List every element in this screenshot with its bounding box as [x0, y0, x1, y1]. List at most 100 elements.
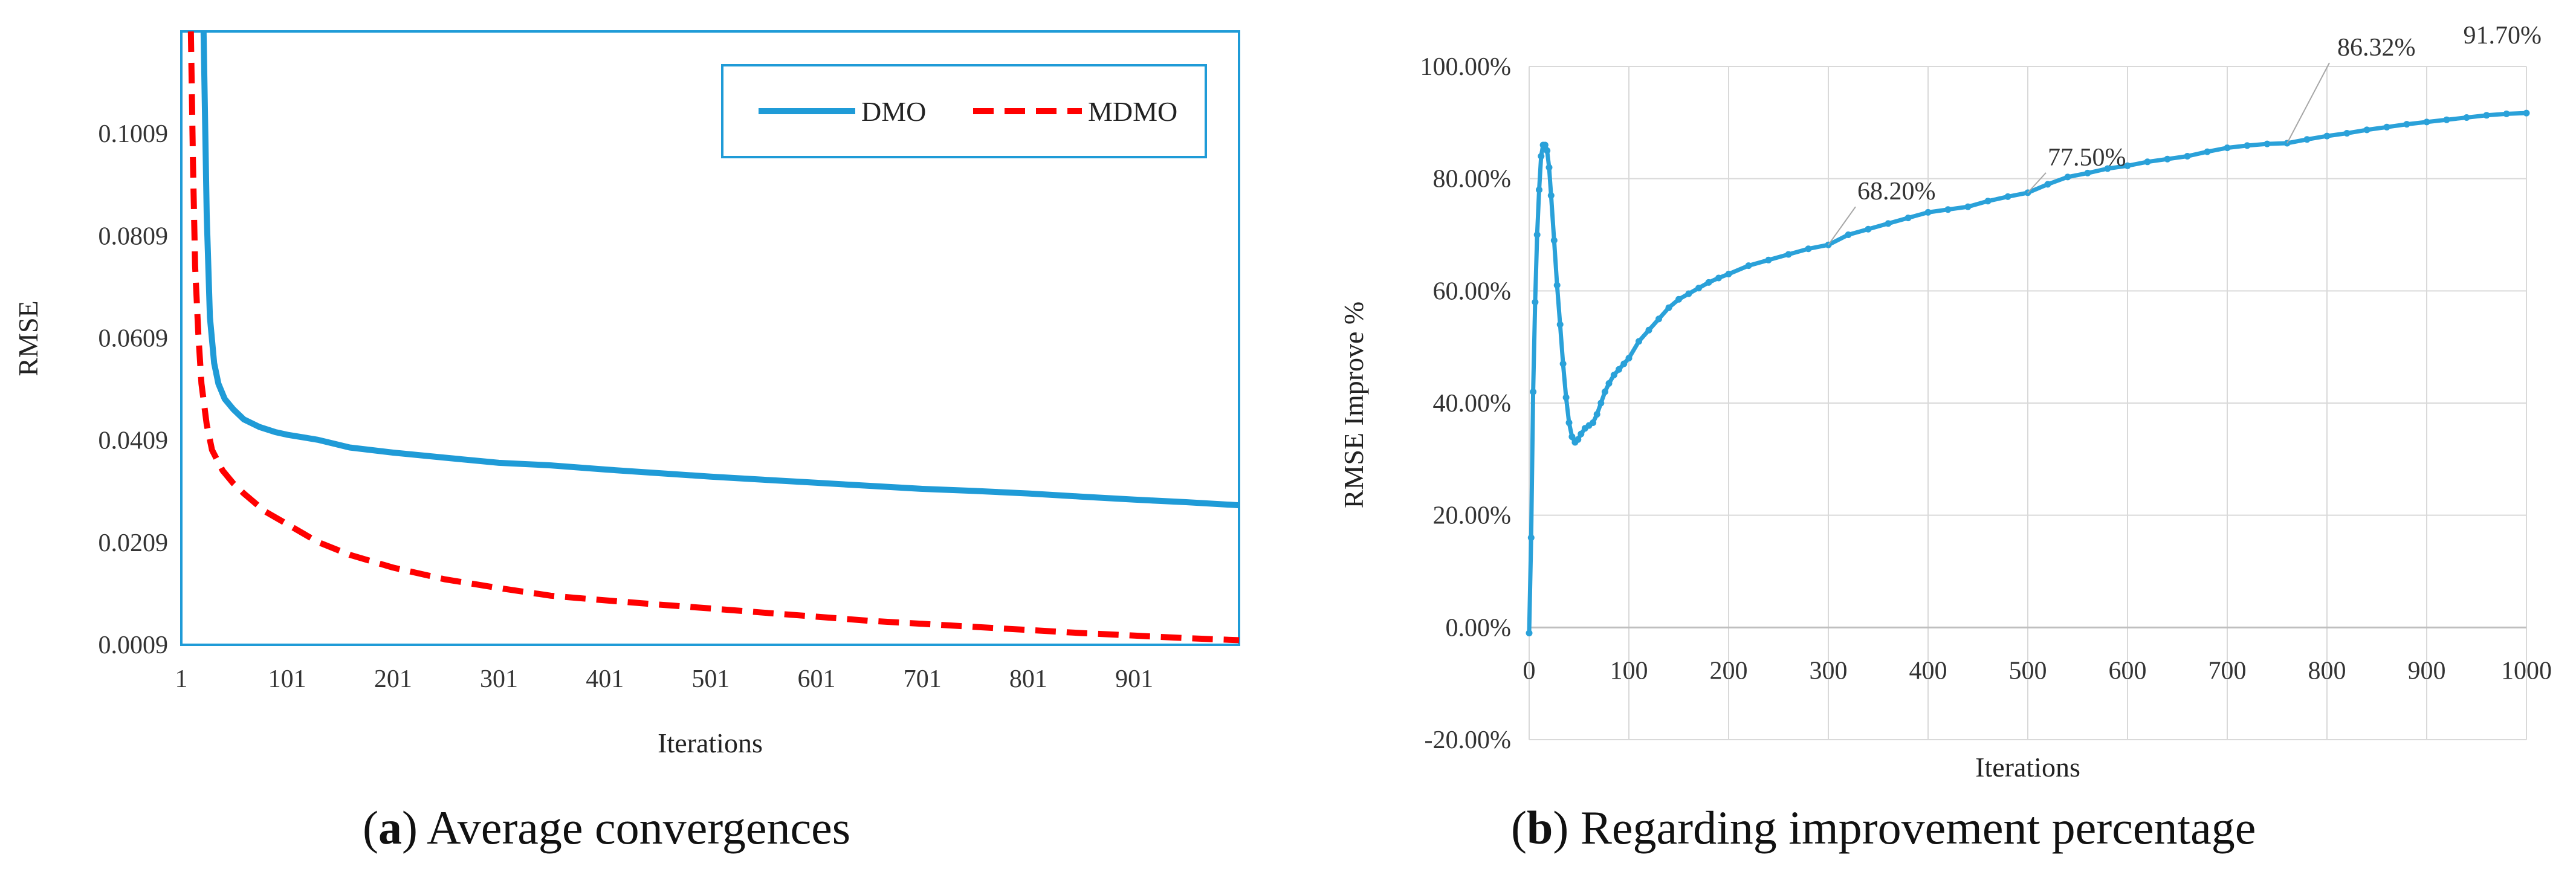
- chart-b-point-56: [2004, 193, 2011, 200]
- chart-b-point-1: [1527, 534, 1535, 541]
- chart-b-point-65: [2184, 153, 2191, 160]
- chart-a-y-tick-4: 0.0809: [99, 222, 169, 250]
- chart-b-point-14: [1556, 321, 1564, 328]
- chart-b-point-11: [1547, 192, 1555, 199]
- chart-b-point-49: [1865, 225, 1872, 233]
- chart-b-y-tick-2: 20.00%: [1433, 502, 1512, 530]
- chart-b-point-45: [1785, 251, 1792, 258]
- chart-b-y-ticks: -20.00% 0.00% 20.00% 40.00% 60.00% 80.00% 100.…: [1420, 53, 1512, 754]
- chart-b-point-25: [1593, 411, 1600, 418]
- chart-b-point-2: [1530, 388, 1537, 395]
- chart-a-x-tick-2: 201: [374, 665, 412, 693]
- chart-b-point-81: [2503, 110, 2510, 117]
- chart-b-point-59: [2064, 173, 2071, 181]
- legend-dmo-label: DMO: [861, 96, 926, 127]
- caption-a-text: Average convergences: [417, 801, 851, 854]
- chart-a-x-tick-0: 1: [175, 665, 188, 693]
- chart-b-x-tick-7: 700: [2209, 657, 2247, 685]
- chart-a-y-ticks: 0.0009 0.0209 0.0409 0.0609 0.0809 0.1009: [99, 120, 169, 659]
- chart-b-point-35: [1655, 315, 1662, 323]
- chart-b-x-axis-label: Iterations: [1975, 752, 2080, 783]
- chart-b-point-16: [1562, 394, 1570, 401]
- chart-b-x-tick-8: 800: [2308, 657, 2346, 685]
- chart-a-series-mdmo-line: [187, 31, 1240, 644]
- caption-b: (b) Regarding improvement percentage: [1511, 801, 2256, 854]
- chart-b-point-20: [1574, 436, 1582, 443]
- chart-b-series: [1526, 109, 2530, 637]
- chart-a-legend: DMO MDMO: [721, 64, 1207, 158]
- chart-b-point-64: [2164, 155, 2171, 163]
- chart-b-point-46: [1805, 245, 1812, 253]
- chart-b-point-0: [1526, 630, 1533, 637]
- chart-a-x-tick-1: 101: [268, 665, 306, 693]
- chart-b-point-72: [2323, 132, 2331, 140]
- chart-a-x-tick-5: 501: [691, 665, 730, 693]
- chart-b-point-43: [1745, 262, 1752, 270]
- chart-b-point-15: [1559, 360, 1567, 367]
- chart-b-point-40: [1705, 279, 1712, 286]
- chart-b-point-50: [1885, 220, 1892, 227]
- chart-b-point-31: [1620, 360, 1628, 367]
- chart-b-x-tick-0: 0: [1523, 657, 1536, 685]
- chart-b-point-37: [1675, 296, 1682, 303]
- chart-b-x-tick-10: 1000: [2501, 657, 2552, 685]
- chart-b-point-8: [1541, 141, 1549, 149]
- chart-b-point-12: [1550, 237, 1558, 244]
- chart-b-point-29: [1610, 372, 1617, 379]
- chart-a-x-tick-8: 801: [1009, 665, 1047, 693]
- annotation-label-3: 91.70%: [2464, 22, 2542, 50]
- chart-b-y-tick-1: 0.00%: [1446, 614, 1512, 642]
- chart-b-point-13: [1553, 282, 1561, 289]
- chart-b-point-41: [1715, 274, 1722, 282]
- chart-b-point-48: [1845, 231, 1852, 238]
- chart-a-x-tick-4: 401: [586, 665, 624, 693]
- chart-b-point-4: [1533, 231, 1541, 238]
- chart-a-x-tick-6: 601: [798, 665, 836, 693]
- chart-b-point-55: [1984, 198, 1992, 205]
- chart-a-x-axis-label: Iterations: [658, 728, 763, 758]
- chart-b-point-6: [1538, 153, 1545, 160]
- chart-b-point-74: [2363, 126, 2371, 134]
- chart-b-point-17: [1565, 419, 1573, 426]
- chart-b-point-51: [1904, 215, 1912, 222]
- annotation-leader-2: [2286, 62, 2330, 144]
- chart-b-point-76: [2403, 121, 2410, 128]
- chart-b-y-tick-0: -20.00%: [1425, 726, 1511, 754]
- chart-b-point-26: [1597, 399, 1605, 407]
- chart-b-point-36: [1665, 304, 1672, 311]
- chart-b-point-18: [1568, 433, 1576, 441]
- annotation-label-1: 77.50%: [2048, 144, 2126, 172]
- chart-b-gridlines: [1529, 66, 2527, 740]
- chart-a-y-axis-label: RMSE: [13, 300, 44, 376]
- chart-b-point-42: [1725, 271, 1732, 277]
- chart-b-point-54: [1964, 203, 1972, 210]
- chart-b-point-5: [1536, 186, 1542, 193]
- chart-b-point-32: [1625, 355, 1633, 362]
- chart-b-point-21: [1578, 430, 1585, 438]
- chart-b-point-44: [1765, 256, 1772, 263]
- chart-b-point-68: [2244, 142, 2251, 149]
- chart-b-point-66: [2204, 148, 2211, 155]
- chart-b-point-79: [2463, 114, 2470, 121]
- chart-b-point-10: [1545, 164, 1553, 171]
- chart-b-point-73: [2343, 130, 2351, 137]
- chart-b: -20.00% 0.00% 20.00% 40.00% 60.00% 80.00% 100.…: [1338, 22, 2552, 783]
- chart-b-point-34: [1645, 326, 1652, 334]
- chart-b-annotations: 68.20% 77.50% 86.32% 91.70%: [1828, 22, 2542, 245]
- chart-b-point-58: [2044, 181, 2051, 188]
- chart-b-point-63: [2144, 158, 2151, 166]
- chart-b-point-82: [2523, 109, 2530, 117]
- chart-b-point-61: [2104, 165, 2111, 172]
- chart-a: 0.0009 0.0209 0.0409 0.0609 0.0809 0.1009 1 10…: [13, 30, 1240, 758]
- chart-b-point-77: [2423, 118, 2430, 126]
- chart-b-point-24: [1590, 419, 1597, 426]
- chart-b-point-3: [1532, 299, 1539, 306]
- chart-a-x-ticks: 1 101 201 301 401 501 601 701 801 901: [175, 665, 1154, 693]
- chart-a-y-tick-2: 0.0409: [99, 427, 169, 455]
- chart-b-point-75: [2383, 123, 2390, 131]
- annotation-leader-1: [2027, 172, 2047, 193]
- annotation-label-2: 86.32%: [2337, 34, 2416, 62]
- chart-b-x-tick-2: 200: [1710, 657, 1748, 685]
- chart-a-series-dmo-line: [200, 31, 1240, 509]
- chart-b-point-38: [1685, 290, 1692, 297]
